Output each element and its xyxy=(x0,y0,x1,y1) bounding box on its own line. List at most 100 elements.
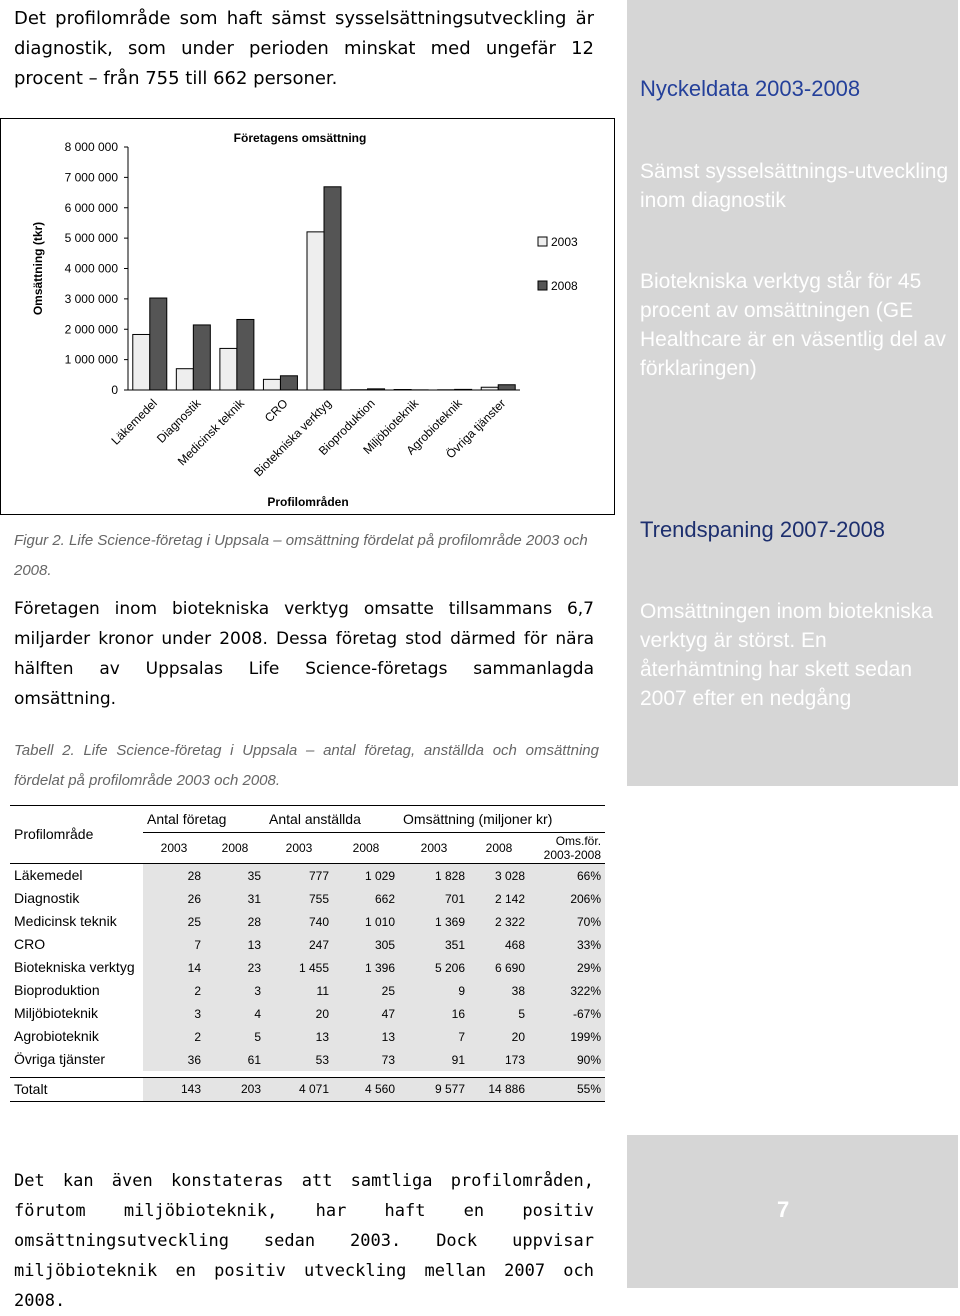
table-cell: 20 xyxy=(265,1002,333,1025)
bar xyxy=(193,325,210,390)
bar xyxy=(280,376,297,390)
table-cell: 701 xyxy=(399,887,469,910)
table-cell: 2003 xyxy=(399,833,469,864)
table-cell: 305 xyxy=(333,933,399,956)
table-cell: 1 455 xyxy=(265,956,333,979)
chart-title: Företagens omsättning xyxy=(234,131,367,145)
table-cell: 25 xyxy=(333,979,399,1002)
x-tick-label: Läkemedel xyxy=(108,396,159,447)
trend-text: Omsättningen inom biotekniska verktyg är… xyxy=(640,597,950,713)
table-cell: 1 396 xyxy=(333,956,399,979)
table-cell: Miljöbioteknik xyxy=(10,1002,143,1025)
table-cell: 13 xyxy=(333,1025,399,1048)
y-tick-label: 8 000 000 xyxy=(65,140,119,154)
table-cell: 14 886 xyxy=(469,1077,529,1101)
y-tick-label: 0 xyxy=(111,383,118,397)
y-tick-label: 7 000 000 xyxy=(65,170,119,184)
table-cell: 247 xyxy=(265,933,333,956)
page-number: 7 xyxy=(777,1197,789,1223)
table-cell: 468 xyxy=(469,933,529,956)
table-cell: 70% xyxy=(529,910,605,933)
table-cell: 23 xyxy=(205,956,265,979)
table-cell: Diagnostik xyxy=(10,887,143,910)
table-cell: -67% xyxy=(529,1002,605,1025)
table-cell: 2008 xyxy=(333,833,399,864)
table-cell: 2003 xyxy=(265,833,333,864)
table-cell: 28 xyxy=(205,910,265,933)
table-cell: 55% xyxy=(529,1077,605,1101)
legend-label: 2003 xyxy=(551,235,578,249)
table-cell: 2008 xyxy=(205,833,265,864)
table-cell: Antal företag xyxy=(143,806,265,833)
y-tick-label: 1 000 000 xyxy=(65,353,119,367)
sidebar-title: Nyckeldata 2003-2008 xyxy=(640,76,860,102)
intro: Det profilområde som haft sämst sysselsä… xyxy=(14,4,594,94)
table-cell: 9 xyxy=(399,979,469,1002)
table-cell: 36 xyxy=(143,1048,205,1071)
table-cell: 143 xyxy=(143,1077,205,1101)
table-cell: 11 xyxy=(265,979,333,1002)
sidebar-item: Biotekniska verktyg står för 45 procent … xyxy=(640,267,955,383)
table-cell: 2 322 xyxy=(469,910,529,933)
table-cell: 91 xyxy=(399,1048,469,1071)
table-cell: 73 xyxy=(333,1048,399,1071)
table-cell: 66% xyxy=(529,864,605,888)
table-cell: 2 xyxy=(143,1025,205,1048)
bar xyxy=(481,387,498,390)
table-cell: 38 xyxy=(469,979,529,1002)
table-cell: CRO xyxy=(10,933,143,956)
table-cell: 9 577 xyxy=(399,1077,469,1101)
table-cell: 13 xyxy=(205,933,265,956)
x-tick-label: Biotekniska verktyg xyxy=(251,396,334,479)
y-tick-label: 3 000 000 xyxy=(65,292,119,306)
bar xyxy=(263,379,280,390)
table-cell: Profilområde xyxy=(10,806,143,864)
table-cell: 26 xyxy=(143,887,205,910)
table-cell: 173 xyxy=(469,1048,529,1071)
table-cell: 5 xyxy=(469,1002,529,1025)
table-cell: 3 xyxy=(143,1002,205,1025)
table-cell: 351 xyxy=(399,933,469,956)
legend-label: 2008 xyxy=(551,279,578,293)
table-cell: 20 xyxy=(469,1025,529,1048)
trend-title: Trendspaning 2007-2008 xyxy=(640,517,885,543)
table-cell: 206% xyxy=(529,887,605,910)
page: Det profilområde som haft sämst sysselsä… xyxy=(0,0,960,1288)
table-cell: Biotekniska verktyg xyxy=(10,956,143,979)
table-cell: 29% xyxy=(529,956,605,979)
table-cell: 31 xyxy=(205,887,265,910)
bar xyxy=(368,389,385,390)
table-cell: 755 xyxy=(265,887,333,910)
x-tick-label: CRO xyxy=(262,396,291,425)
table-cell: 7 xyxy=(399,1025,469,1048)
table-cell: 2008 xyxy=(469,833,529,864)
table-cell: 740 xyxy=(265,910,333,933)
bar xyxy=(324,187,341,390)
table-cell: Antal anställda xyxy=(265,806,399,833)
table-cell: 199% xyxy=(529,1025,605,1048)
bar xyxy=(176,369,193,390)
table-cell: Läkemedel xyxy=(10,864,143,888)
bar xyxy=(307,232,324,390)
table-cell: 5 206 xyxy=(399,956,469,979)
y-tick-label: 4 000 000 xyxy=(65,262,119,276)
table-cell: 7 xyxy=(143,933,205,956)
legend-swatch xyxy=(538,281,547,290)
paragraph: Företagen inom biotekniska verktyg omsat… xyxy=(14,594,594,714)
table-cell: Övriga tjänster xyxy=(10,1048,143,1071)
table-cell: Omsättning (miljoner kr) xyxy=(399,806,605,833)
legend-swatch xyxy=(538,237,547,246)
table-cell: 777 xyxy=(265,864,333,888)
table-cell: 4 560 xyxy=(333,1077,399,1101)
table-cell: 322% xyxy=(529,979,605,1002)
table-cell: Bioproduktion xyxy=(10,979,143,1002)
y-tick-label: 2 000 000 xyxy=(65,322,119,336)
